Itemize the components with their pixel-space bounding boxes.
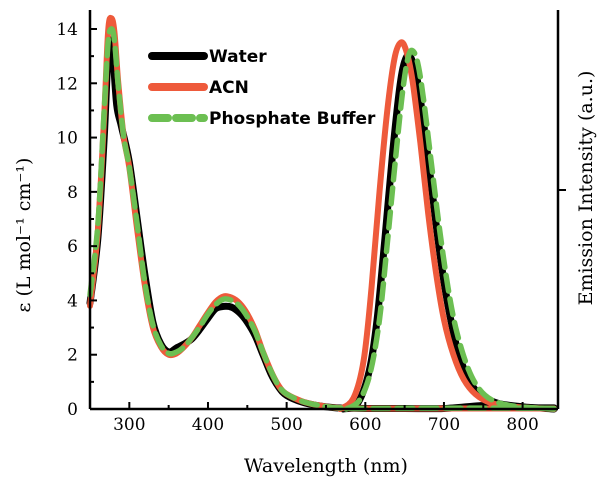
series-line-water-absorption	[86, 36, 558, 413]
axes-layer: 300 400 500 600 700 800 0 2 4 6 8 10 12 14	[56, 10, 566, 435]
legend-label-water: Water	[209, 47, 267, 67]
y-tick-label: 2	[67, 346, 78, 366]
y-axis-title-right: Emission Intensity (a.u.)	[575, 71, 597, 306]
y-tick-label: 6	[67, 237, 78, 257]
x-tick-label: 800	[506, 415, 538, 435]
legend-label-acn: ACN	[209, 78, 249, 98]
series-line-acn-absorption	[87, 14, 558, 412]
y-tick-label: 12	[56, 74, 78, 94]
series-line-phosphate-buffer-absorption	[87, 26, 557, 412]
y-tick-label: 14	[56, 20, 78, 40]
x-tick-label: 300	[113, 415, 145, 435]
x-tick-label: 600	[349, 415, 381, 435]
legend: Water ACN Phosphate Buffer	[148, 47, 376, 129]
y-tick-label: 10	[56, 129, 78, 149]
x-tick-label: 500	[270, 415, 302, 435]
series-line-acn-emission	[337, 39, 558, 412]
y-tick-label: 8	[67, 183, 78, 203]
series-line-phosphate-buffer-emission	[343, 47, 557, 412]
y-tick-label: 0	[67, 400, 78, 420]
x-axis-title: Wavelength (nm)	[244, 455, 408, 477]
legend-label-phosphate-buffer: Phosphate Buffer	[209, 109, 376, 129]
y-axis-title-left: ε (L mol⁻¹ cm⁻¹)	[13, 158, 35, 313]
x-tick-label: 700	[428, 415, 460, 435]
x-tick-label: 400	[192, 415, 224, 435]
y-tick-label: 4	[67, 291, 78, 311]
series-layer	[86, 14, 558, 413]
